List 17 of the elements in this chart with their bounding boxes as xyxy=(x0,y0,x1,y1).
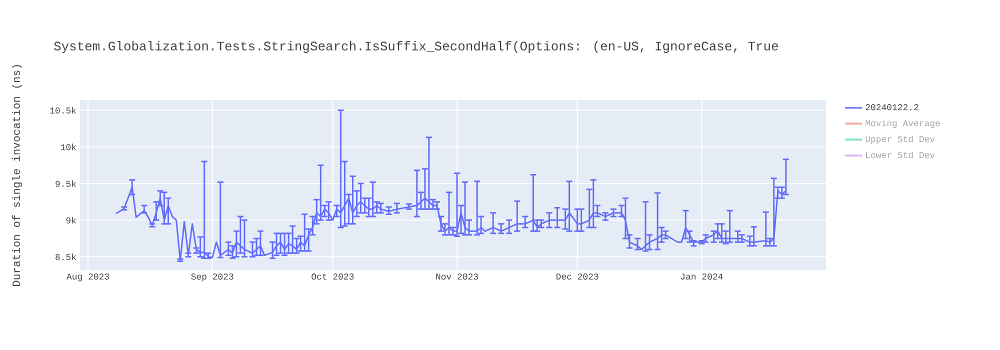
y-tick-label: 9k xyxy=(66,216,76,224)
legend-label: Lower Std Dev xyxy=(866,152,935,158)
y-tick-label: 10.5k xyxy=(50,106,76,114)
x-tick-label: Oct 2023 xyxy=(312,274,354,280)
y-tick-label: 8.5k xyxy=(56,254,76,260)
x-tick-label: Nov 2023 xyxy=(436,274,478,280)
legend-label: 20240122.2 xyxy=(866,104,918,110)
y-axis-title: Duration of single invocation (ns) xyxy=(12,65,22,286)
y-tick-label: 9.5k xyxy=(56,180,76,187)
x-tick-label: Jan 2024 xyxy=(680,274,723,280)
chart-title: System.Globalization.Tests.StringSearch.IsSuffix_SecondHalf(Options: (en-US, IgnoreCase, True xyxy=(54,40,778,54)
x-tick-label: Aug 2023 xyxy=(66,274,109,282)
legend-label: Moving Average xyxy=(866,120,940,128)
x-tick-label: Dec 2023 xyxy=(556,274,598,280)
x-tick-label: Sep 2023 xyxy=(191,274,234,282)
y-tick-label: 10k xyxy=(60,144,76,150)
legend-label: Upper Std Dev xyxy=(866,136,935,144)
